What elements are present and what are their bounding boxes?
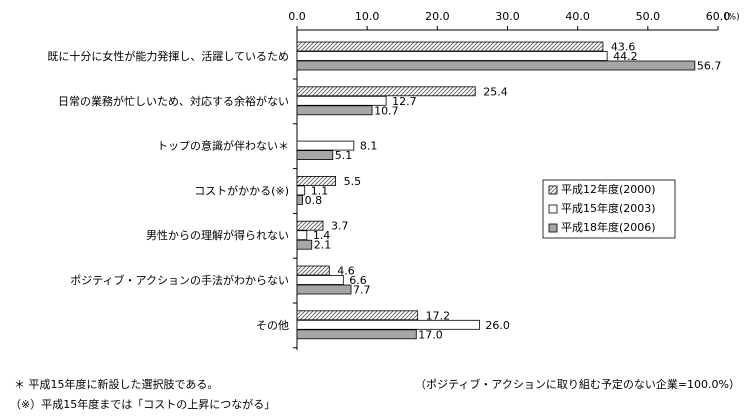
bar — [296, 284, 352, 295]
bar — [296, 194, 304, 205]
legend-swatch — [548, 185, 558, 195]
legend-label: 平成12年度(2000) — [561, 182, 656, 196]
legend-swatch — [548, 223, 558, 233]
bar — [296, 230, 308, 241]
bar — [296, 95, 387, 106]
bar — [296, 51, 608, 61]
value-label: 1.4 — [313, 229, 331, 242]
value-label: 26.0 — [485, 319, 510, 332]
bar — [296, 329, 417, 340]
base-note: （ポジティブ・アクションに取り組む予定のない企業=100.0%） — [415, 377, 740, 391]
value-label: 2.1 — [314, 239, 332, 252]
bar — [296, 86, 476, 97]
value-label: 1.1 — [311, 184, 329, 197]
value-label: 7.7 — [353, 284, 371, 297]
value-label: 12.7 — [392, 95, 417, 108]
value-label: 8.1 — [360, 140, 378, 153]
x-tick-label: 30.0 — [495, 10, 520, 23]
value-label: 0.8 — [305, 194, 323, 207]
y-tick-label: ポジティブ・アクションの手法がわからない — [70, 273, 289, 287]
value-label: 4.6 — [337, 265, 355, 278]
x-tick-label: 20.0 — [425, 10, 450, 23]
value-label: 17.0 — [418, 328, 443, 341]
bar — [296, 220, 324, 231]
value-label: 6.6 — [349, 274, 367, 287]
legend-label: 平成15年度(2003) — [561, 201, 656, 215]
bar — [296, 310, 419, 321]
bar — [296, 319, 480, 330]
bar — [296, 275, 344, 285]
legend-swatch — [548, 204, 558, 214]
x-tick-label: 0.0 — [288, 10, 306, 23]
bar — [296, 140, 355, 151]
bar — [296, 185, 306, 196]
value-label: 5.1 — [335, 149, 353, 162]
value-label: 56.7 — [697, 60, 722, 73]
bar — [296, 60, 696, 71]
y-tick-label: 既に十分に女性が能力発揮し、活躍しているため — [47, 49, 289, 63]
value-label: 3.7 — [331, 220, 349, 233]
x-tick-label: 40.0 — [565, 10, 590, 23]
value-label: 44.2 — [613, 50, 638, 63]
bar — [296, 239, 313, 250]
unit-label: (%) — [724, 13, 740, 23]
x-tick-label: 50.0 — [636, 10, 661, 23]
bar — [296, 265, 330, 276]
y-tick-label: トップの意識が伴わない＊ — [157, 139, 289, 153]
bar — [296, 41, 604, 52]
x-tick-label: 60.0 — [706, 10, 731, 23]
bar — [296, 175, 336, 186]
value-label: 10.7 — [374, 104, 399, 117]
legend-label: 平成18年度(2006) — [561, 220, 656, 234]
legend-box — [542, 179, 676, 239]
note: ＊ 平成15年度に新設した選択肢である。 — [14, 377, 218, 391]
x-tick-label: 10.0 — [355, 10, 380, 23]
value-label: 5.5 — [344, 175, 362, 188]
bar — [296, 105, 373, 116]
y-tick-label: 男性からの理解が得られない — [146, 228, 289, 242]
note: （※）平成15年度までは「コストの上昇につながる」 — [10, 397, 275, 411]
y-tick-label: その他 — [256, 319, 289, 332]
bar — [296, 150, 334, 161]
value-label: 43.6 — [611, 41, 636, 54]
value-label: 17.2 — [426, 309, 451, 322]
y-tick-label: 日常の業務が忙しいため、対応する余裕がない — [58, 94, 289, 108]
value-label: 25.4 — [483, 85, 508, 98]
y-tick-label: コストがかかる(※) — [194, 183, 289, 197]
